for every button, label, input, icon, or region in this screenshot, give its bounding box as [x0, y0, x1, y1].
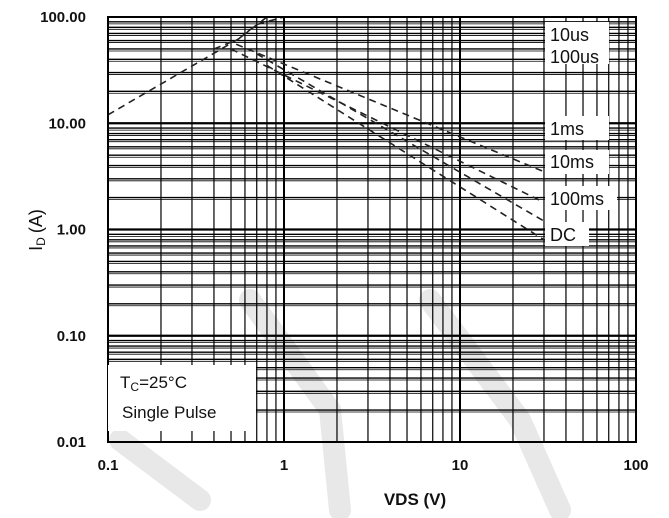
curve-label-1ms: 1ms: [550, 119, 584, 139]
x-tick-label: 1: [280, 457, 288, 474]
curve-label-100us: 100us: [550, 47, 599, 67]
tc-note-sub: C: [130, 380, 139, 394]
y-tick-label: 0.10: [57, 328, 86, 345]
x-tick-label: 100: [623, 457, 648, 474]
soa-curve-1ms: [213, 41, 545, 173]
single-pulse-note: Single Pulse: [122, 403, 217, 422]
curve-label-dc: DC: [550, 225, 576, 245]
curve-label-bg: [545, 222, 589, 246]
y-axis-title: ID (A): [26, 209, 48, 251]
soa-curve-dc: [266, 64, 545, 241]
curve-label-bg: [545, 186, 617, 210]
y-axis-title-main: I: [26, 246, 46, 251]
y-axis-title-sub: D: [34, 237, 48, 246]
x-tick-label: 0.1: [98, 457, 119, 474]
y-tick-label: 100.00: [40, 9, 86, 26]
x-axis-title: VDS (V): [384, 490, 446, 509]
soa-curve-10us: [107, 16, 544, 116]
y-tick-label: 0.01: [57, 434, 86, 451]
plot-grid: [108, 17, 636, 442]
tc-note-main: T: [120, 373, 130, 392]
tc-note-value: =25°C: [139, 373, 187, 392]
y-tick-label: 10.00: [48, 115, 86, 132]
soa-curve-100us: [237, 16, 636, 40]
soa-curve-10ms: [230, 48, 545, 204]
soa-curve-100ms: [256, 53, 545, 222]
curve-label-10ms: 10ms: [550, 152, 594, 172]
curve-label-bg: [545, 22, 609, 64]
x-tick-label: 10: [452, 457, 469, 474]
note-bg: [108, 365, 256, 431]
curve-label-bg: [545, 150, 609, 174]
curve-label-10us: 10us: [550, 25, 589, 45]
tc-note: TC=25°C: [120, 373, 187, 394]
curve-label-bg: [545, 116, 609, 140]
y-axis-title-unit: (A): [26, 209, 46, 233]
y-tick-label: 1.00: [57, 222, 86, 239]
plot-frame: [107, 16, 637, 443]
curve-label-100ms: 100ms: [550, 189, 604, 209]
